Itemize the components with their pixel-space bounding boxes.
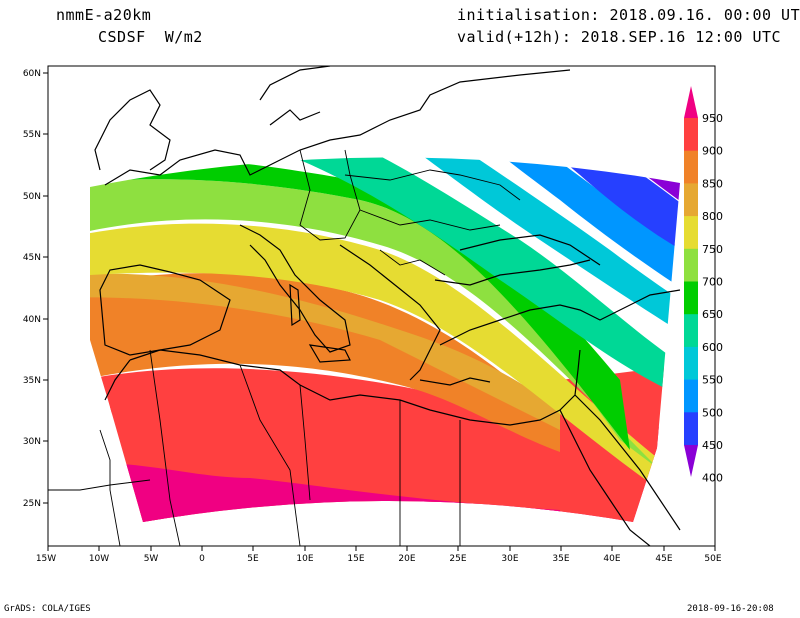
colorbar-cap-top: [684, 86, 698, 118]
lon-label: 35E: [552, 554, 569, 564]
lon-label: 25E: [449, 554, 466, 564]
colorbar-label: 650: [702, 308, 723, 321]
colorbar: 950 900 850 800 750 700 650 600 550 500 450 400: [684, 86, 723, 485]
lat-label: 30N: [23, 437, 41, 447]
valid-time: valid(+12h): 2018.SEP.16 12:00 UTC: [457, 28, 782, 46]
colorbar-segment: [684, 281, 698, 315]
lon-label: 0: [199, 554, 205, 564]
lon-label: 10E: [296, 554, 313, 564]
model-title: nmmE-a20km: [56, 6, 152, 24]
lat-label: 60N: [23, 69, 41, 79]
lon-label: 10W: [89, 554, 109, 564]
lat-label: 45N: [23, 253, 41, 263]
colorbar-label: 450: [702, 439, 723, 452]
colorbar-label: 800: [702, 210, 723, 223]
lon-label: 5E: [247, 554, 259, 564]
lat-label: 40N: [23, 315, 41, 325]
radiation-field: [90, 157, 680, 523]
lat-labels: 25N 30N 35N 40N 45N 50N 55N 60N: [23, 69, 41, 509]
lon-label: 30E: [501, 554, 518, 564]
colorbar-label: 550: [702, 374, 723, 387]
init-time: initialisation: 2018.09.16. 00:00 UTC: [457, 6, 800, 24]
colorbar-label: 500: [702, 406, 723, 419]
field-title: CSDSF W/m2: [98, 28, 203, 46]
colorbar-segment: [684, 412, 698, 446]
lat-label: 35N: [23, 376, 41, 386]
lat-axis: [43, 72, 48, 504]
lat-label: 25N: [23, 499, 41, 509]
lon-label: 20E: [398, 554, 415, 564]
lon-label: 45E: [655, 554, 672, 564]
colorbar-segment: [684, 183, 698, 217]
colorbar-segment: [684, 216, 698, 250]
colorbar-label: 900: [702, 145, 723, 158]
lon-axis: [47, 546, 716, 551]
colorbar-segment: [684, 118, 698, 152]
colorbar-cap-bottom: [684, 445, 698, 477]
lat-label: 50N: [23, 192, 41, 202]
borders: [48, 149, 521, 546]
colorbar-label: 700: [702, 276, 723, 289]
colorbar-segment: [684, 314, 698, 348]
colorbar-label: 400: [702, 472, 723, 485]
plot-timestamp: 2018-09-16-20:08: [687, 604, 774, 614]
lon-labels: 15W 10W 5W 0 5E 10E 15E 20E 25E 30E 35E …: [36, 554, 722, 564]
lon-label: 5W: [144, 554, 159, 564]
colorbar-label: 600: [702, 341, 723, 354]
colorbar-segment: [684, 346, 698, 381]
lon-label: 40E: [603, 554, 620, 564]
colorbar-segment: [684, 248, 698, 282]
coastlines: [94, 66, 681, 546]
lon-label: 15W: [36, 554, 56, 564]
colorbar-label: 850: [702, 177, 723, 190]
lat-label: 55N: [23, 130, 41, 140]
colorbar-segment: [684, 150, 698, 184]
colorbar-label: 750: [702, 243, 723, 256]
lon-label: 15E: [347, 554, 364, 564]
colorbar-label: 950: [702, 112, 723, 125]
colorbar-segment: [684, 379, 698, 413]
software-credit: GrADS: COLA/IGES: [4, 604, 91, 614]
lon-label: 50E: [704, 554, 721, 564]
